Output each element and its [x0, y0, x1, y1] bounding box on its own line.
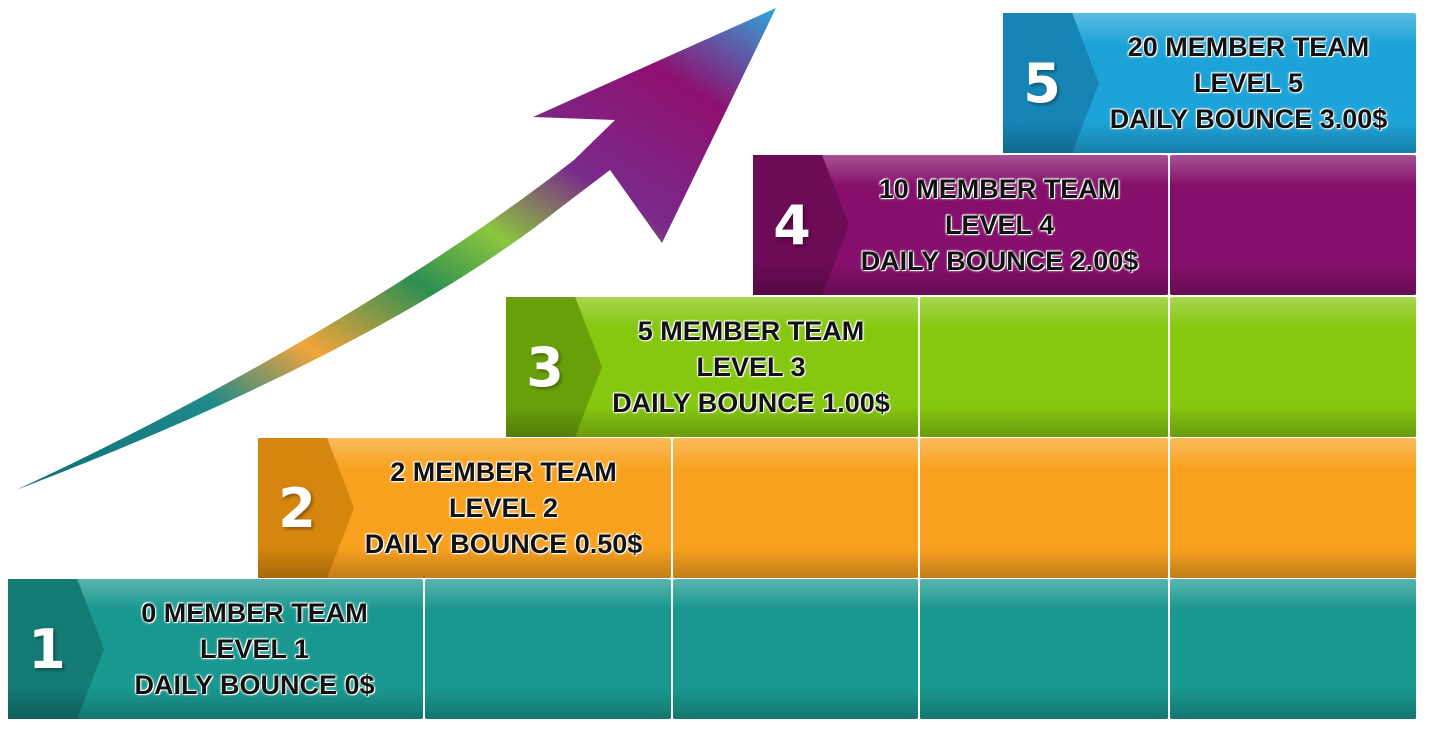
- step-5-team-size-label: 20 MEMBER TEAM: [1127, 32, 1370, 62]
- step-3-block: 3 5 MEMBER TEAM LEVEL 3 DAILY BOUNCE 1.00$: [506, 297, 918, 437]
- step-2-level-label: LEVEL 2: [448, 493, 559, 523]
- step-1-filler-cell: [425, 579, 671, 719]
- step-4-block: 4 10 MEMBER TEAM LEVEL 4 DAILY BOUNCE 2.00$: [753, 155, 1168, 295]
- growth-arrow-shape: [16, 8, 776, 490]
- step-3-filler-cell: [920, 297, 1168, 437]
- step-1-daily-bounce-label: DAILY BOUNCE 0$: [134, 670, 375, 700]
- step-3-level-label: LEVEL 3: [696, 352, 806, 382]
- step-2-team-size-label: 2 MEMBER TEAM: [390, 457, 617, 487]
- step-1-filler-cell: [673, 579, 918, 719]
- step-2-text: 2 MEMBER TEAM LEVEL 2 DAILY BOUNCE 0.50$: [342, 438, 665, 578]
- step-1-filler-cell: [920, 579, 1168, 719]
- step-4-number: 4: [773, 193, 811, 257]
- step-3-filler-cell: [1170, 297, 1416, 437]
- step-1-block: 1 0 MEMBER TEAM LEVEL 1 DAILY BOUNCE 0$: [8, 579, 423, 719]
- step-4-team-size-label: 10 MEMBER TEAM: [878, 174, 1121, 204]
- step-3-text: 5 MEMBER TEAM LEVEL 3 DAILY BOUNCE 1.00$: [590, 297, 912, 437]
- step-3-team-size-label: 5 MEMBER TEAM: [637, 316, 865, 346]
- step-5-level-label: LEVEL 5: [1193, 68, 1304, 98]
- step-3-number: 3: [526, 335, 564, 399]
- step-5-text: 20 MEMBER TEAM LEVEL 5 DAILY BOUNCE 3.00$: [1087, 13, 1410, 153]
- step-4-level-label: LEVEL 4: [944, 210, 1055, 240]
- step-2-daily-bounce-label: DAILY BOUNCE 0.50$: [364, 529, 643, 559]
- step-2-filler-cell: [920, 438, 1168, 578]
- growth-arrow-icon: [16, 8, 776, 490]
- step-1-number: 1: [28, 617, 66, 681]
- step-4-daily-bounce-label: DAILY BOUNCE 2.00$: [860, 246, 1139, 276]
- step-3-daily-bounce-label: DAILY BOUNCE 1.00$: [612, 388, 890, 418]
- step-2-number: 2: [278, 476, 316, 540]
- step-1-team-size-label: 0 MEMBER TEAM: [141, 598, 368, 628]
- step-5-daily-bounce-label: DAILY BOUNCE 3.00$: [1109, 104, 1388, 134]
- step-1-level-label: LEVEL 1: [199, 634, 310, 664]
- step-2-filler-cell: [1170, 438, 1416, 578]
- step-2-filler-cell: [673, 438, 918, 578]
- step-4-text: 10 MEMBER TEAM LEVEL 4 DAILY BOUNCE 2.00$: [837, 155, 1162, 295]
- step-5-block: 5 20 MEMBER TEAM LEVEL 5 DAILY BOUNCE 3.00$: [1003, 13, 1416, 153]
- step-2-block: 2 2 MEMBER TEAM LEVEL 2 DAILY BOUNCE 0.50$: [258, 438, 671, 578]
- step-5-number: 5: [1023, 51, 1061, 115]
- step-4-filler-cell: [1170, 155, 1416, 295]
- step-1-text: 0 MEMBER TEAM LEVEL 1 DAILY BOUNCE 0$: [92, 579, 417, 719]
- step-1-filler-cell: [1170, 579, 1416, 719]
